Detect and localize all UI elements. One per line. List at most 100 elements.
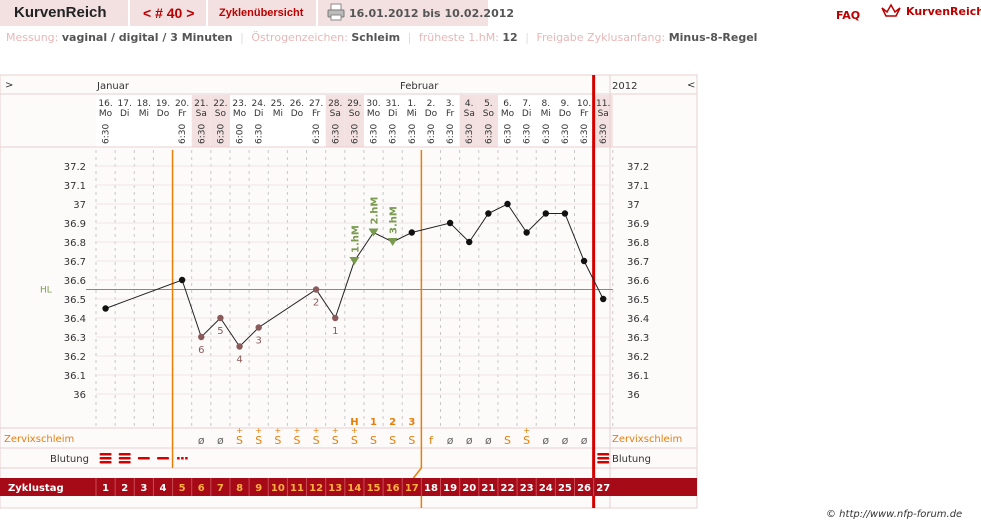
temperature-point — [236, 343, 243, 350]
measurement-value: vaginal / digital / 3 Minuten — [61, 31, 233, 44]
y-tick-right: 37.2 — [627, 162, 649, 173]
day-time: 6:30 — [350, 124, 360, 144]
day-date: 9. — [561, 99, 570, 109]
mucus-symbol: S — [236, 434, 243, 447]
hm-label: 1.hM — [350, 225, 361, 253]
mucus-peak-label: 3 — [408, 417, 415, 428]
earliest-value: 12 — [502, 31, 518, 44]
y-tick-left: 36.5 — [64, 295, 86, 306]
day-weekday: Sa — [330, 109, 341, 119]
mucus-symbol: S — [332, 434, 339, 447]
day-date: 21. — [194, 99, 208, 109]
post-ovulation-line-tail — [412, 467, 422, 479]
day-weekday: Do — [291, 109, 304, 119]
day-weekday: Mo — [233, 109, 247, 119]
y-tick-left: 36.8 — [64, 238, 86, 249]
day-date: 25. — [271, 99, 285, 109]
cycle-day-number: 13 — [328, 483, 342, 494]
weekend-shade — [325, 95, 345, 147]
day-time: 6:30 — [216, 124, 226, 144]
cycle-day-number: 18 — [424, 483, 438, 494]
day-weekday: Mo — [501, 109, 515, 119]
mucus-symbol: S — [408, 434, 415, 447]
cycle-nav-box — [130, 0, 208, 26]
release-label: Freigabe Zyklusanfang: — [536, 31, 666, 44]
day-weekday: Fr — [312, 109, 321, 119]
day-time: 6:00 — [236, 124, 246, 144]
day-date: 30. — [366, 99, 380, 109]
day-time: 6:30 — [542, 124, 552, 144]
bleeding-heavy-mark — [118, 461, 131, 464]
day-weekday: Di — [254, 109, 263, 119]
cycle-day-number: 25 — [558, 483, 572, 494]
printer-icon[interactable] — [327, 3, 345, 21]
bleeding-heavy-mark — [99, 453, 112, 456]
day-date: 17. — [118, 99, 132, 109]
mucus-peak-label: 2 — [389, 417, 396, 428]
hm-marker — [387, 238, 398, 246]
day-weekday: Mi — [139, 109, 149, 119]
copyright-footer: © http://www.nfp-forum.de — [826, 509, 963, 520]
day-date: 22. — [213, 99, 227, 109]
day-time: 6:30 — [561, 124, 571, 144]
day-date: 24. — [252, 99, 266, 109]
nav-right-arrow[interactable]: < — [687, 80, 695, 91]
low-count-label: 1 — [332, 326, 338, 337]
mucus-symbol: ø — [198, 434, 205, 447]
mucus-symbol: S — [504, 434, 511, 447]
mucus-plus: + — [313, 426, 320, 435]
mucus-symbol: ø — [217, 434, 224, 447]
bleeding-row-label: Blutung — [50, 454, 89, 465]
cycle-nav[interactable]: < # 40 > — [143, 5, 195, 21]
cycle-overview-link[interactable]: Zyklenübersicht — [219, 7, 304, 19]
day-date: 27. — [309, 99, 323, 109]
day-time: 6:30 — [484, 124, 494, 144]
cycle-day-number: 10 — [271, 483, 285, 494]
weekend-shade — [478, 95, 498, 147]
cycle-day-label: Zyklustag — [8, 483, 64, 494]
cycle-day-number: 17 — [405, 483, 419, 494]
day-weekday: Mo — [99, 109, 113, 119]
day-date: 2. — [427, 99, 436, 109]
top-bar: KurvenReich < # 40 > Zyklenübersicht 16.… — [0, 0, 981, 28]
cycle-day-number: 5 — [179, 483, 186, 494]
mucus-symbol: ø — [581, 434, 588, 447]
cycle-day-number: 21 — [481, 483, 495, 494]
temperature-point — [504, 200, 511, 208]
overview-box — [208, 0, 318, 26]
temperature-point — [466, 238, 473, 246]
day-date: 4. — [465, 99, 474, 109]
day-time: 6:30 — [427, 124, 437, 144]
cycle-day-number: 22 — [501, 483, 515, 494]
temperature-point — [408, 229, 416, 236]
hm-marker — [368, 228, 379, 237]
y-tick-right: 36.2 — [627, 352, 649, 363]
bleeding-spotting-mark — [181, 457, 184, 460]
day-time: 6:30 — [389, 124, 399, 144]
y-tick-left: 36.6 — [64, 276, 86, 287]
bleeding-heavy-mark — [597, 453, 610, 456]
bleeding-medium-mark — [156, 457, 169, 460]
earliest-label: früheste 1.hM: — [418, 31, 499, 44]
cycle-day-number: 7 — [217, 483, 224, 494]
day-weekday: Fr — [580, 109, 589, 119]
temperature-point — [600, 295, 607, 303]
mucus-plus: + — [351, 426, 358, 435]
hl-label: HL — [40, 286, 52, 296]
day-time: 6:30 — [599, 124, 609, 144]
low-count-label: 4 — [236, 355, 242, 366]
y-tick-left: 36.1 — [64, 371, 86, 382]
weekend-shade — [210, 95, 230, 147]
day-time: 6:30 — [178, 124, 188, 144]
nav-left-arrow[interactable]: > — [5, 80, 13, 91]
logo-text[interactable]: KurvenReich — [906, 5, 981, 18]
day-date: 20. — [175, 99, 189, 109]
day-time: 6:30 — [446, 124, 456, 144]
faq-link[interactable]: FAQ — [836, 9, 861, 22]
day-weekday: Di — [120, 109, 129, 119]
cycle-day-number: 15 — [367, 483, 381, 494]
mucus-row-label: Zervixschleim — [4, 434, 74, 445]
y-tick-right: 36.5 — [627, 295, 649, 306]
day-weekday: Sa — [598, 109, 609, 119]
